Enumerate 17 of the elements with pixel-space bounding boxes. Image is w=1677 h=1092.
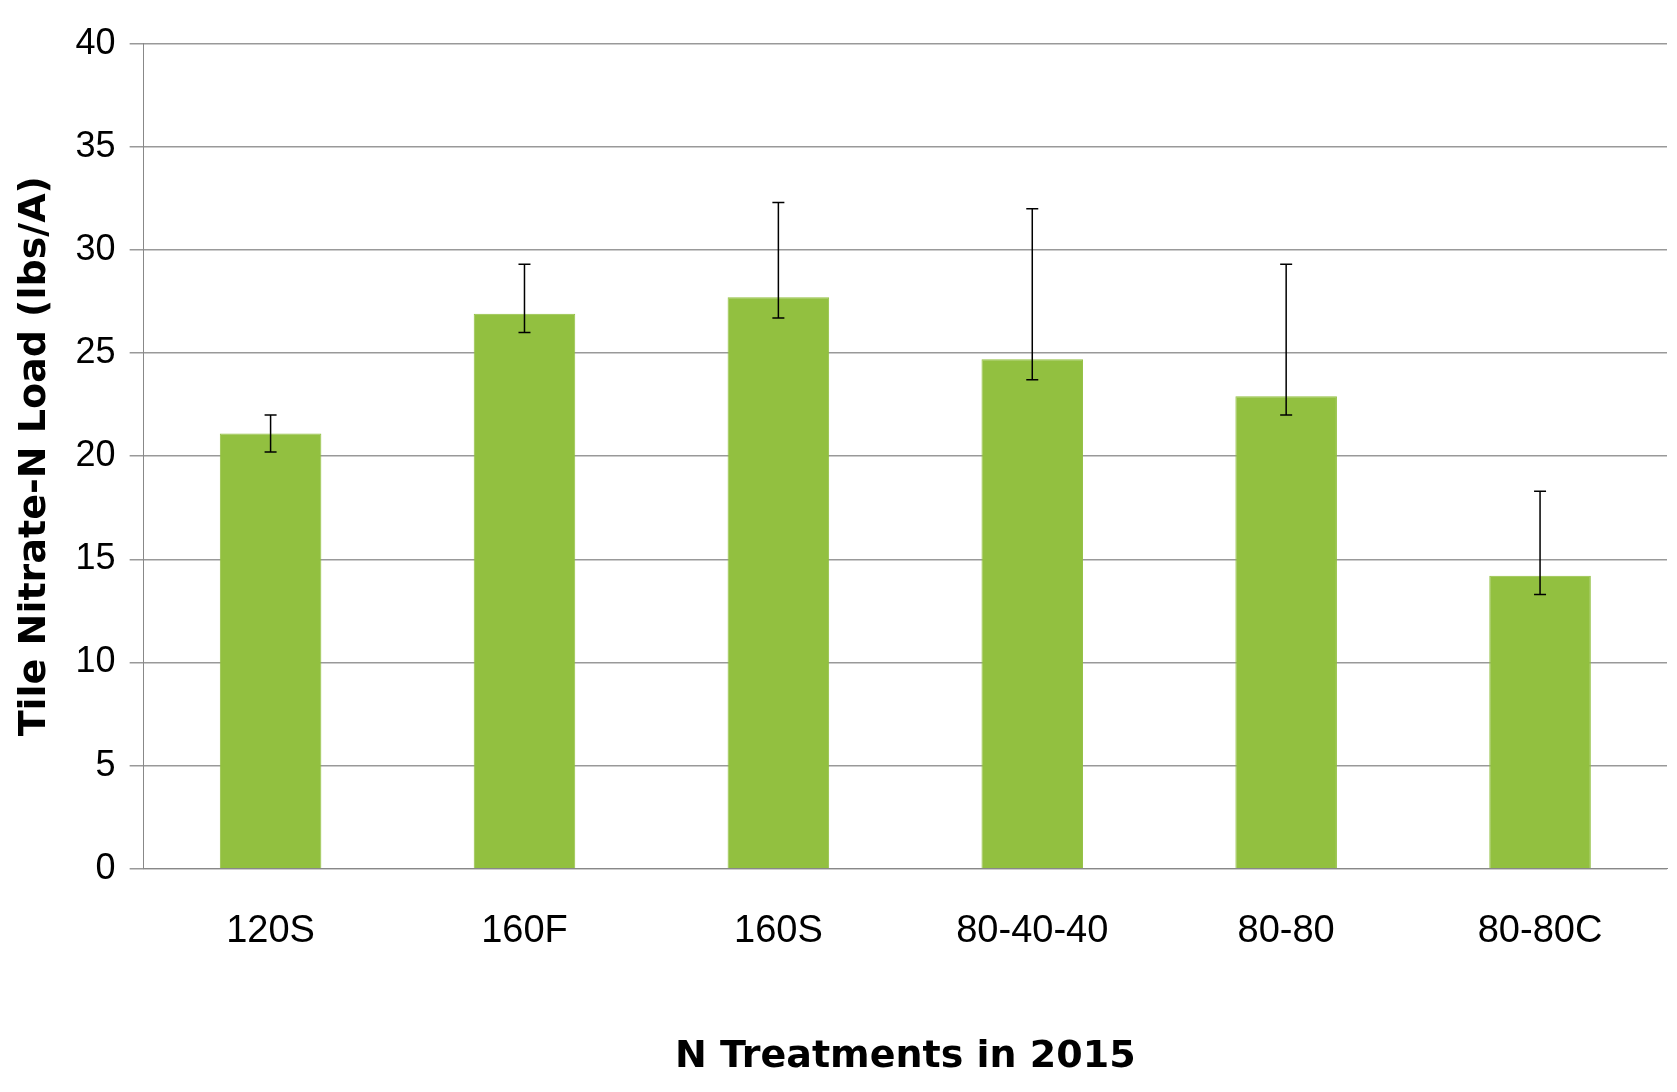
y-tick-label: 10 [75,639,116,681]
y-tick-label: 35 [75,123,116,165]
x-tick-label: 160S [734,908,823,951]
y-tick-label: 15 [75,536,116,578]
x-tick-label: 120S [226,908,315,951]
x-tick-label: 80-40-40 [956,908,1109,951]
y-tick-label: 40 [75,20,116,62]
x-tick-label: 80-80C [1477,908,1603,951]
x-tick-label: 80-80 [1237,908,1335,951]
x-axis-title: N Treatments in 2015 [675,1032,1136,1077]
y-tick-label: 30 [75,226,116,268]
x-tick-label: 160F [481,908,568,951]
y-axis-title: Tile Nitrate-N Load (lbs/A) [9,176,54,737]
y-tick-label: 25 [75,329,116,371]
y-tick-label: 0 [95,845,116,887]
y-tick-label: 20 [75,433,116,475]
y-tick-label: 5 [95,742,116,784]
